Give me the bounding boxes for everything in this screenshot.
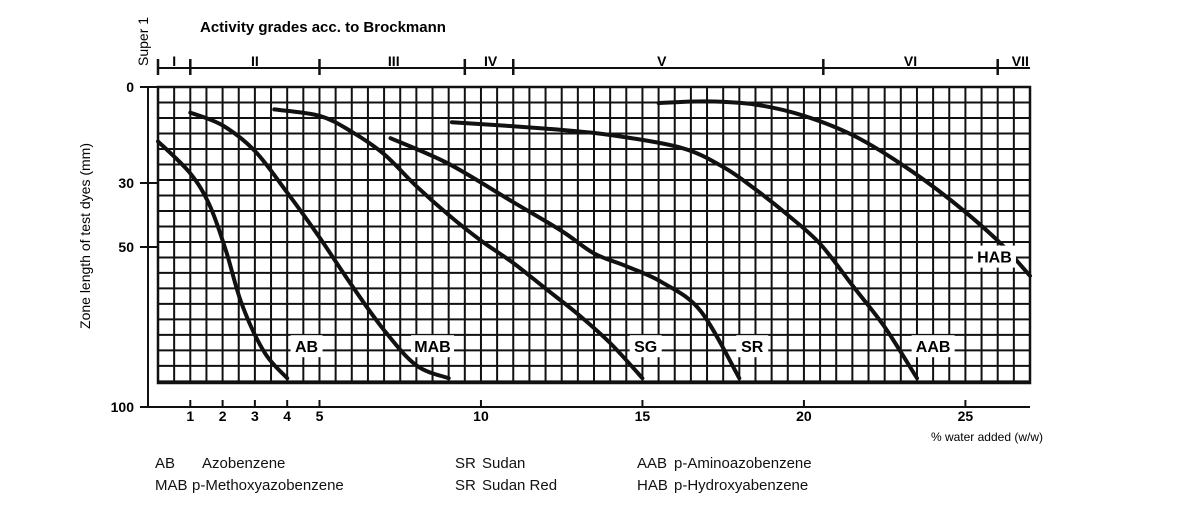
series-line-sr bbox=[388, 136, 742, 381]
series-label-sr: SR bbox=[741, 339, 764, 356]
x-tick-label: 4 bbox=[283, 408, 291, 424]
legend-name: p-Methoxyazobenzene bbox=[192, 477, 344, 494]
legend-name: Azobenzene bbox=[202, 455, 286, 472]
chart-frame bbox=[156, 85, 1032, 385]
legend-abbr: SR bbox=[455, 477, 476, 494]
legend-abbr: AB bbox=[155, 455, 176, 472]
legend-item: AAB p-Aminoazobenzene bbox=[637, 453, 812, 475]
legend-item: SR Sudan Red bbox=[455, 475, 557, 497]
series-label-ab: AB bbox=[295, 339, 318, 356]
series-label-mab: MAB bbox=[414, 339, 450, 356]
grade-label: VI bbox=[904, 53, 917, 69]
y-axis-label: Zone length of test dyes (mm) bbox=[77, 143, 93, 329]
legend-col-1: AB Azobenzene MAB p-Methoxyazobenzene bbox=[155, 453, 344, 497]
curves bbox=[156, 99, 1032, 381]
series-label-bg bbox=[629, 335, 662, 358]
grade-label: II bbox=[251, 53, 259, 69]
y-tick-label: 0 bbox=[126, 79, 134, 95]
x-tick-label: 2 bbox=[219, 408, 227, 424]
series-label-bg bbox=[736, 335, 769, 358]
legend-abbr: SR bbox=[455, 455, 476, 472]
series-line-aab bbox=[449, 120, 919, 381]
series-line-ab bbox=[156, 139, 290, 381]
series-label-bg bbox=[972, 245, 1016, 268]
y-tick-label: 100 bbox=[111, 399, 135, 415]
x-tick-label: 25 bbox=[958, 408, 974, 424]
legend-name: p-Aminoazobenzene bbox=[674, 455, 812, 472]
series-label-bg bbox=[411, 335, 455, 358]
x-tick-label: 10 bbox=[473, 408, 489, 424]
grid-border bbox=[156, 85, 1032, 385]
legend-col-3: AAB p-Aminoazobenzene HAB p-Hydroxyabenzen… bbox=[637, 453, 812, 497]
grade-label: V bbox=[657, 53, 667, 69]
legend-name: Sudan Red bbox=[482, 477, 558, 494]
super-1-label: Super 1 bbox=[135, 17, 151, 66]
y-tick-label: 50 bbox=[118, 239, 134, 255]
series-label-aab: AAB bbox=[916, 339, 951, 356]
x-tick-label: 20 bbox=[796, 408, 812, 424]
series-line-mab bbox=[188, 110, 451, 381]
legend-name: Sudan bbox=[482, 455, 526, 472]
x-tick-label: 3 bbox=[251, 408, 259, 424]
x-tick-label: 15 bbox=[635, 408, 651, 424]
legend-abbr: HAB bbox=[637, 477, 668, 494]
series-label-hab: HAB bbox=[977, 250, 1012, 267]
grade-label: VII bbox=[1012, 53, 1029, 69]
series-label-bg bbox=[911, 335, 955, 358]
legend-abbr: AAB bbox=[637, 455, 668, 472]
legend-item: AB Azobenzene bbox=[155, 453, 344, 475]
grade-label: III bbox=[388, 53, 400, 69]
legend-abbr: MAB bbox=[155, 477, 188, 494]
legend-item: HAB p-Hydroxyabenzene bbox=[637, 475, 812, 497]
series-label-bg bbox=[290, 335, 323, 358]
legend-item: MAB p-Methoxyazobenzene bbox=[155, 475, 344, 497]
series-line-sg bbox=[272, 107, 645, 381]
curve-labels: AB MAB SG SR AAB HAB bbox=[290, 245, 1016, 358]
legend-item: SR Sudan bbox=[455, 453, 557, 475]
chart-title: Activity grades acc. to Brockmann bbox=[200, 19, 446, 36]
x-tick-label: 5 bbox=[316, 408, 324, 424]
x-tick-label: 1 bbox=[186, 408, 194, 424]
x-axis-label: % water added (w/w) bbox=[931, 430, 1043, 444]
grade-label: I bbox=[172, 53, 176, 69]
grade-label: IV bbox=[484, 53, 498, 69]
legend-col-2: SR Sudan SR Sudan Red bbox=[455, 453, 557, 497]
legend-name: p-Hydroxyabenzene bbox=[674, 477, 809, 494]
series-line-hab bbox=[656, 99, 1032, 278]
y-tick-label: 30 bbox=[118, 175, 134, 191]
series-label-sg: SG bbox=[634, 339, 657, 356]
